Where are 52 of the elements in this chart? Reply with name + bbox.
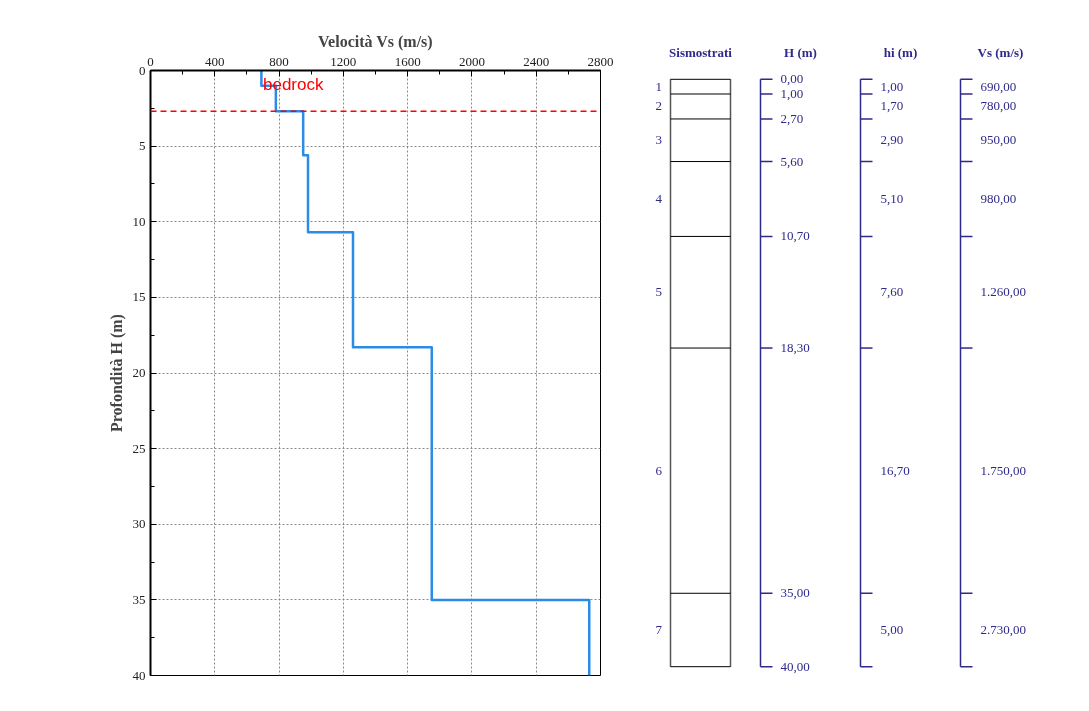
text: 0,00 <box>780 71 804 87</box>
text: 1.260,00 <box>980 284 1026 300</box>
y-tick-label: 20 <box>132 365 146 380</box>
text: 780,00 <box>980 98 1017 114</box>
x-axis-title: Velocità Vs (m/s) <box>318 32 433 51</box>
x-tick-label: 800 <box>269 53 289 69</box>
text: 1 <box>655 78 662 94</box>
text: 1.750,00 <box>980 462 1026 478</box>
y-tick-label: 30 <box>132 516 146 532</box>
text: 18,30 <box>780 340 810 356</box>
x-tick-label: 2400 <box>523 53 550 69</box>
x-tick-label: 1600 <box>394 53 421 69</box>
y-tick-label: 35 <box>132 591 146 607</box>
text: 35,00 <box>780 585 810 601</box>
text: 1,70 <box>880 98 904 114</box>
y-tick-label: 10 <box>132 213 146 229</box>
text: 2,70 <box>780 110 804 126</box>
text: 6 <box>655 462 663 478</box>
x-tick-label: 400 <box>205 53 225 69</box>
x-tick-label: 2800 <box>587 53 614 69</box>
text: 4 <box>655 190 663 206</box>
text: 3 <box>655 132 662 148</box>
text: 950,00 <box>980 132 1017 148</box>
text: 5,10 <box>880 190 904 206</box>
text: 1,00 <box>780 86 804 101</box>
x-tick-label: 2000 <box>458 53 485 69</box>
category-label: hi (m) <box>883 44 918 60</box>
y-tick-label: 5 <box>139 138 146 154</box>
text: 1,00 <box>880 78 904 94</box>
y-tick-label: 15 <box>132 289 146 305</box>
text: 10,70 <box>780 228 810 244</box>
text: 2,90 <box>880 132 904 148</box>
text: 7 <box>655 621 663 637</box>
text: 5,00 <box>880 621 904 637</box>
text: 16,70 <box>880 462 910 478</box>
y-tick-label: 25 <box>132 440 146 456</box>
y-tick-label: 40 <box>132 667 146 683</box>
text: 40,00 <box>780 658 810 674</box>
text: 690,00 <box>980 78 1017 94</box>
text: 5,60 <box>780 153 804 169</box>
category-label: Sismostrati <box>669 44 733 60</box>
text: 980,00 <box>980 190 1017 206</box>
ref-line-label: bedrock <box>263 75 324 95</box>
text: 2 <box>655 98 662 114</box>
text: 5 <box>655 284 662 300</box>
line-series <box>260 70 591 676</box>
text: 7,60 <box>880 284 904 300</box>
category-label: H (m) <box>784 44 817 60</box>
category-label: Vs (m/s) <box>977 44 1024 60</box>
x-tick-label: 1200 <box>330 53 357 69</box>
text: 2.730,00 <box>980 621 1026 637</box>
y-axis-title: Profondità H (m) <box>107 314 126 432</box>
